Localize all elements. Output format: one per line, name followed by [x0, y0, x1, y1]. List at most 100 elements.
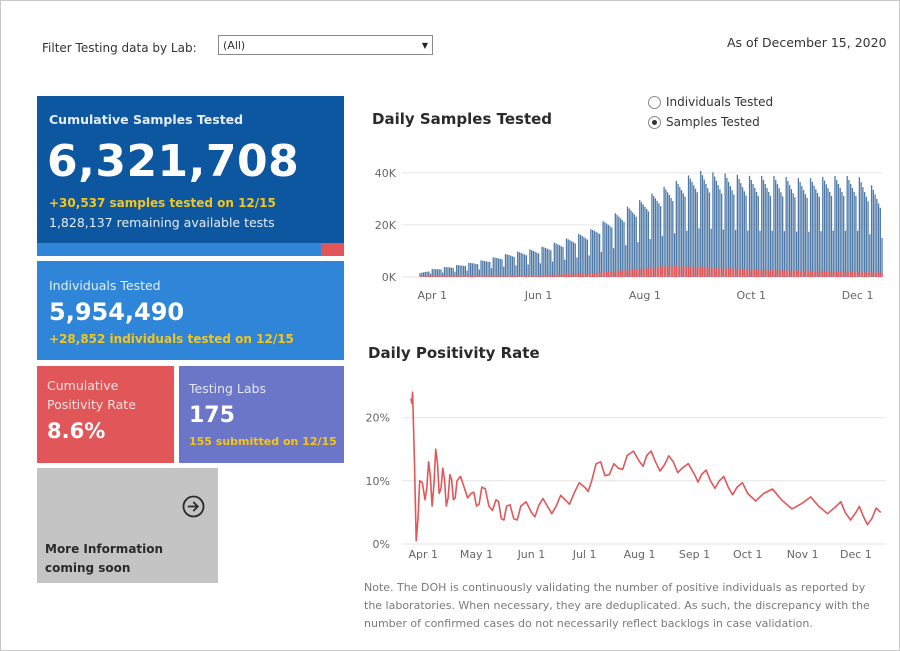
lab-filter-dropdown[interactable]: (All) ▼	[218, 35, 433, 55]
samples-bar	[773, 176, 775, 277]
radio-individuals-tested[interactable]: Individuals Tested	[648, 92, 773, 112]
samples-bar	[787, 181, 789, 277]
positive-bar	[424, 276, 426, 277]
samples-bar	[701, 175, 704, 277]
positive-bar	[649, 266, 651, 277]
samples-bar	[433, 269, 435, 277]
samples-bar	[707, 188, 709, 277]
samples-bar	[511, 256, 514, 277]
samples-bar	[881, 238, 883, 277]
samples-bar	[855, 195, 857, 277]
positive-bar	[653, 266, 655, 277]
samples-bar	[426, 271, 428, 277]
samples-bar	[747, 230, 749, 277]
samples-bar	[834, 176, 836, 277]
samples-bar	[555, 243, 557, 277]
positive-bar	[550, 275, 552, 277]
samples-bar	[593, 230, 596, 277]
positive-bar	[740, 268, 742, 277]
positive-bar	[497, 275, 500, 277]
samples-bar	[804, 194, 806, 277]
positive-bar	[818, 270, 820, 277]
positive-bar	[837, 272, 840, 277]
cumulative-samples-delta: +30,537 samples tested on 12/15	[49, 196, 276, 210]
samples-bar	[663, 186, 665, 277]
positive-bar	[841, 271, 843, 277]
radio-samples-button[interactable]	[648, 115, 661, 129]
positive-bar	[567, 274, 569, 277]
individuals-tested-delta: +28,852 individuals tested on 12/15	[49, 332, 294, 346]
positive-bar	[651, 268, 653, 277]
positive-bar	[764, 270, 766, 277]
samples-bar	[574, 243, 576, 277]
samples-bar	[422, 272, 425, 277]
positive-bar	[682, 266, 684, 277]
samples-bar	[443, 267, 446, 277]
positive-bar	[863, 272, 866, 277]
positive-bar	[813, 271, 815, 277]
samples-bar	[808, 231, 810, 277]
positive-bar	[806, 270, 808, 277]
positive-bar	[785, 271, 787, 277]
samples-bar	[792, 193, 794, 277]
positive-bar	[593, 273, 596, 277]
positive-bar	[459, 275, 461, 277]
positive-bar	[804, 270, 806, 277]
positive-bar	[759, 270, 761, 277]
positive-bar	[794, 271, 796, 277]
positive-bar	[783, 269, 786, 277]
samples-bar	[628, 208, 630, 277]
samples-bar	[581, 235, 583, 277]
samples-bar	[618, 216, 620, 277]
samples-bar	[680, 190, 683, 277]
positive-bar	[576, 274, 578, 277]
positive-bar	[510, 274, 512, 277]
samples-bar	[457, 265, 460, 277]
samples-y-tick: 40K	[375, 167, 397, 180]
radio-samples-tested[interactable]: Samples Tested	[648, 112, 773, 132]
positive-bar	[558, 274, 561, 277]
samples-bar	[748, 175, 751, 277]
positive-bar	[551, 274, 554, 277]
positive-bar	[750, 270, 752, 277]
positive-bar	[839, 271, 841, 277]
more-information-card[interactable]: More Information coming soon	[37, 468, 218, 583]
samples-bar	[851, 187, 854, 277]
positive-bar	[466, 274, 468, 277]
samples-bar	[705, 183, 707, 277]
positive-bar	[719, 267, 721, 277]
samples-bar	[485, 261, 487, 277]
samples-bar	[841, 191, 843, 277]
positive-bar	[654, 268, 657, 277]
positive-bar	[555, 274, 557, 277]
chevron-down-icon[interactable]: ▼	[421, 40, 428, 50]
samples-bar	[778, 188, 780, 277]
samples-bar	[661, 236, 664, 277]
positive-bar	[865, 272, 868, 277]
positive-bar	[637, 269, 639, 277]
samples-bar	[459, 265, 461, 277]
samples-bar	[450, 267, 453, 277]
samples-bar	[785, 177, 787, 277]
positive-bar	[449, 275, 451, 277]
samples-bar	[462, 265, 465, 277]
positive-bar	[581, 273, 583, 277]
samples-bar	[504, 254, 507, 277]
radio-individuals-button[interactable]	[648, 95, 661, 109]
samples-bar	[517, 251, 519, 277]
samples-bar	[794, 197, 796, 277]
positive-bar	[623, 269, 625, 277]
positive-bar	[456, 275, 458, 277]
positive-bar	[684, 265, 686, 277]
samples-bar	[546, 248, 548, 277]
samples-bar	[492, 257, 494, 277]
samples-bar	[640, 202, 643, 277]
positive-bar	[537, 275, 540, 277]
arrow-right-circle-icon[interactable]	[182, 495, 205, 518]
samples-bar	[795, 231, 798, 277]
samples-bar	[646, 209, 648, 277]
samples-bar	[544, 247, 547, 277]
samples-bar	[633, 214, 636, 277]
samples-bar	[499, 258, 501, 277]
positive-bar	[450, 275, 453, 277]
